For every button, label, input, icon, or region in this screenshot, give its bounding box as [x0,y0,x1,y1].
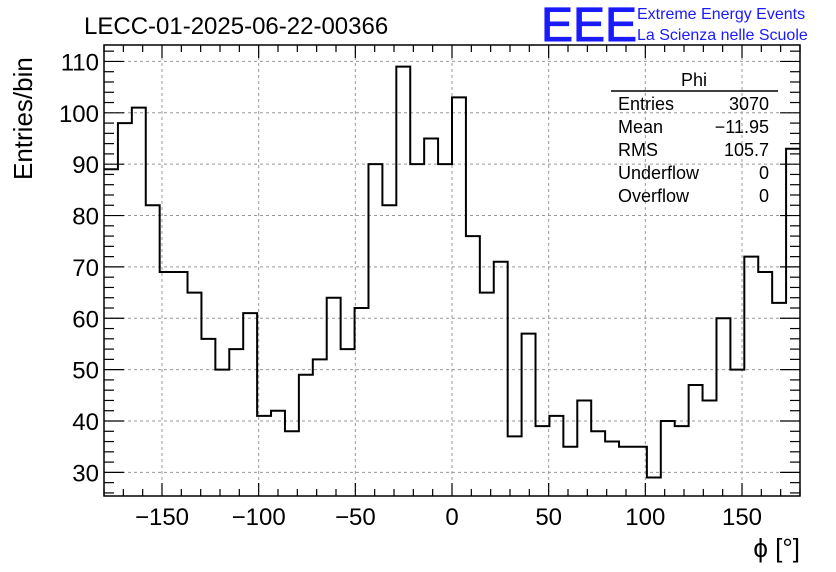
chart-title: LECC-01-2025-06-22-00366 [84,13,388,40]
stats-label: Overflow [618,186,690,206]
stats-value: 0 [759,163,769,183]
stats-label: Underflow [618,163,700,183]
eee-logo: EEE Extreme Energy Events La Scienza nel… [541,0,808,53]
stats-value: 0 [759,186,769,206]
x-tick-label: 150 [722,504,762,531]
stats-title: Phi [681,70,707,90]
eee-logo-line1: Extreme Energy Events [637,6,805,23]
stats-value: 105.7 [724,140,769,160]
eee-logo-line2: La Scienza nelle Scuole [637,27,808,44]
y-tick-label: 90 [72,152,99,179]
x-axis-ticks: −150 −100 −50 0 50 100 150 [103,45,801,531]
histogram-series-line [104,65,800,479]
x-tick-label: 0 [445,504,458,531]
y-tick-label: 100 [59,101,99,128]
y-tick-label: 70 [72,255,99,282]
stats-box: Phi Entries 3070 Mean −11.95 RMS 105.7 Underfl… [611,70,778,206]
y-tick-label: 30 [72,460,99,487]
x-tick-label: −150 [135,504,189,531]
x-tick-label: −50 [335,504,376,531]
stats-value: −11.95 [715,117,769,137]
y-tick-label: 80 [72,204,99,231]
y-axis-ticks: 30 40 50 60 70 80 90 100 110 [59,49,800,494]
stats-label: Entries [618,94,674,114]
y-tick-label: 40 [72,409,99,436]
stats-value: 3070 [729,94,769,114]
x-tick-label: −100 [232,504,286,531]
stats-label: RMS [618,140,658,160]
x-tick-label: 100 [625,504,665,531]
y-tick-label: 60 [72,306,99,333]
y-axis-label: Entries/bin [8,57,38,180]
x-tick-label: 50 [535,504,562,531]
stats-label: Mean [618,117,663,137]
y-tick-label: 50 [72,358,99,385]
eee-logo-mark: EEE [541,0,637,52]
x-axis-label: ϕ [°] [753,533,800,563]
y-tick-label: 110 [61,49,99,76]
